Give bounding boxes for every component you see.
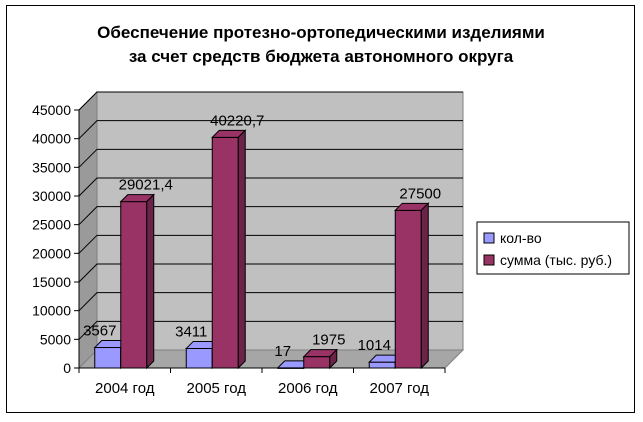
legend-label: сумма (тыс. руб.) [500, 252, 612, 268]
bar-front [368, 361, 396, 369]
plot-area: 0 5000 10000 15000 20000 25000 30000 35000 40000… [32, 90, 465, 397]
legend-label: кол-во [500, 230, 542, 246]
gridline [78, 263, 463, 283]
gridline [78, 320, 463, 340]
y-tick-label: 40000 [32, 131, 71, 147]
bar [119, 193, 155, 370]
gridline [78, 206, 463, 226]
y-tick-label: 0 [63, 360, 71, 376]
y-tick-label: 45000 [32, 102, 71, 118]
y-tick-label: 25000 [32, 217, 71, 233]
bar-front [185, 347, 213, 369]
data-label: 17 [274, 343, 291, 360]
bar-front [303, 356, 331, 369]
data-label: 40220,7 [210, 112, 264, 129]
legend-box [476, 221, 630, 275]
chart-title: Обеспечение протезно-ортопедическими изд… [97, 23, 545, 66]
bar [302, 348, 338, 370]
chart-title-line-1: Обеспечение протезно-ортопедическими изд… [97, 23, 545, 42]
bar-front [394, 209, 422, 369]
data-label: 3411 [175, 323, 207, 340]
data-label: 1014 [358, 337, 391, 354]
gridline [78, 148, 463, 168]
chart-title-line-2: за счет средств бюджета автономного окру… [129, 47, 514, 66]
x-tick-label: 2004 год [95, 380, 155, 397]
legend-swatch [483, 254, 495, 266]
x-tick-label: 2006 год [278, 380, 338, 397]
gridline [78, 120, 463, 140]
data-label: 29021,4 [119, 177, 173, 194]
y-tick-label: 20000 [32, 245, 71, 261]
bar-front [120, 201, 148, 369]
data-label: 3567 [83, 323, 116, 340]
data-label: 1975 [312, 332, 345, 349]
chart-frame: Обеспечение протезно-ортопедическими изд… [6, 5, 635, 413]
y-tick-label: 15000 [32, 274, 71, 290]
bar-front [211, 136, 239, 369]
gridline [78, 234, 463, 254]
legend: кол-во сумма (тыс. руб.) [476, 221, 630, 275]
bar-side [420, 202, 429, 370]
legend-swatch [483, 232, 495, 244]
y-tick-label: 5000 [40, 331, 71, 347]
data-label: 27500 [399, 185, 441, 202]
bar [211, 129, 247, 370]
y-tick-label: 10000 [32, 303, 71, 319]
bar-side [329, 348, 338, 370]
x-tick-label: 2007 год [370, 380, 430, 397]
bar-side [237, 129, 246, 370]
y-tick-label: 30000 [32, 188, 71, 204]
bar [394, 202, 430, 370]
bar-front [94, 347, 122, 369]
gridline [78, 177, 463, 197]
y-tick-label: 35000 [32, 159, 71, 175]
x-tick-label: 2005 год [187, 380, 247, 397]
gridline [78, 292, 463, 312]
bar-side [146, 193, 155, 370]
gridline [78, 91, 463, 111]
chart-svg: Обеспечение протезно-ортопедическими изд… [32, 23, 630, 397]
